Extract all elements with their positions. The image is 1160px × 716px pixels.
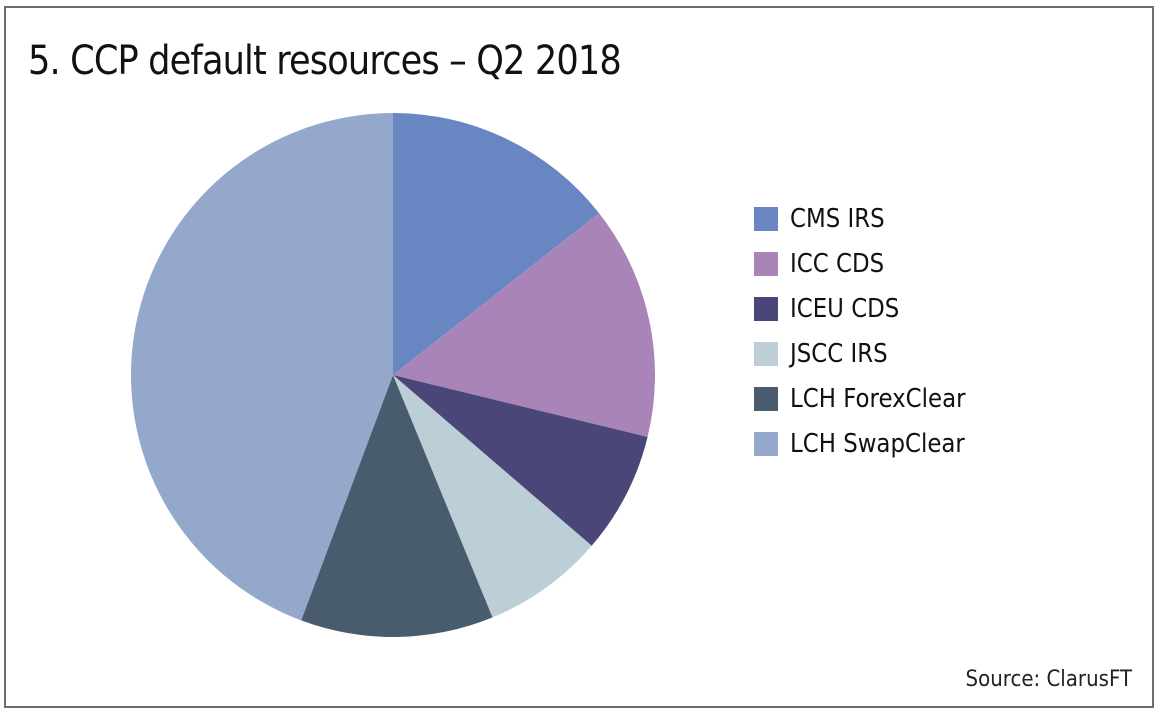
legend-item: ICC CDS xyxy=(754,241,989,286)
legend-swatch xyxy=(754,206,778,231)
legend-label: CMS IRS xyxy=(790,203,885,234)
legend-swatch xyxy=(754,251,778,276)
legend: CMS IRS ICC CDS ICEU CDS JSCC IRS LCH ForexC… xyxy=(754,196,989,466)
pie-slice-lch-swapclear xyxy=(131,113,393,621)
legend-label: LCH SwapClear xyxy=(790,428,965,459)
legend-swatch xyxy=(754,431,778,456)
legend-label: JSCC IRS xyxy=(790,338,888,369)
legend-item: CMS IRS xyxy=(754,196,989,241)
legend-item: LCH SwapClear xyxy=(754,421,989,466)
pie-slice-icc-cds xyxy=(393,213,655,437)
pie-slice-lch-forexclear xyxy=(301,375,493,637)
legend-swatch xyxy=(754,386,778,411)
legend-label: ICEU CDS xyxy=(790,293,900,324)
legend-item: JSCC IRS xyxy=(754,331,989,376)
chart-frame xyxy=(4,6,1154,708)
pie-slice-cms-irs xyxy=(393,113,600,375)
pie-slice-jscc-irs xyxy=(393,375,592,618)
legend-label: ICC CDS xyxy=(790,248,885,279)
legend-item: LCH ForexClear xyxy=(754,376,989,421)
chart-title: 5. CCP default resources – Q2 2018 xyxy=(28,38,622,84)
legend-label: LCH ForexClear xyxy=(790,383,966,414)
legend-item: ICEU CDS xyxy=(754,286,989,331)
legend-swatch xyxy=(754,341,778,366)
legend-swatch xyxy=(754,296,778,321)
pie-slice-iceu-cds xyxy=(393,375,648,546)
source-note: Source: ClarusFT xyxy=(965,667,1132,692)
